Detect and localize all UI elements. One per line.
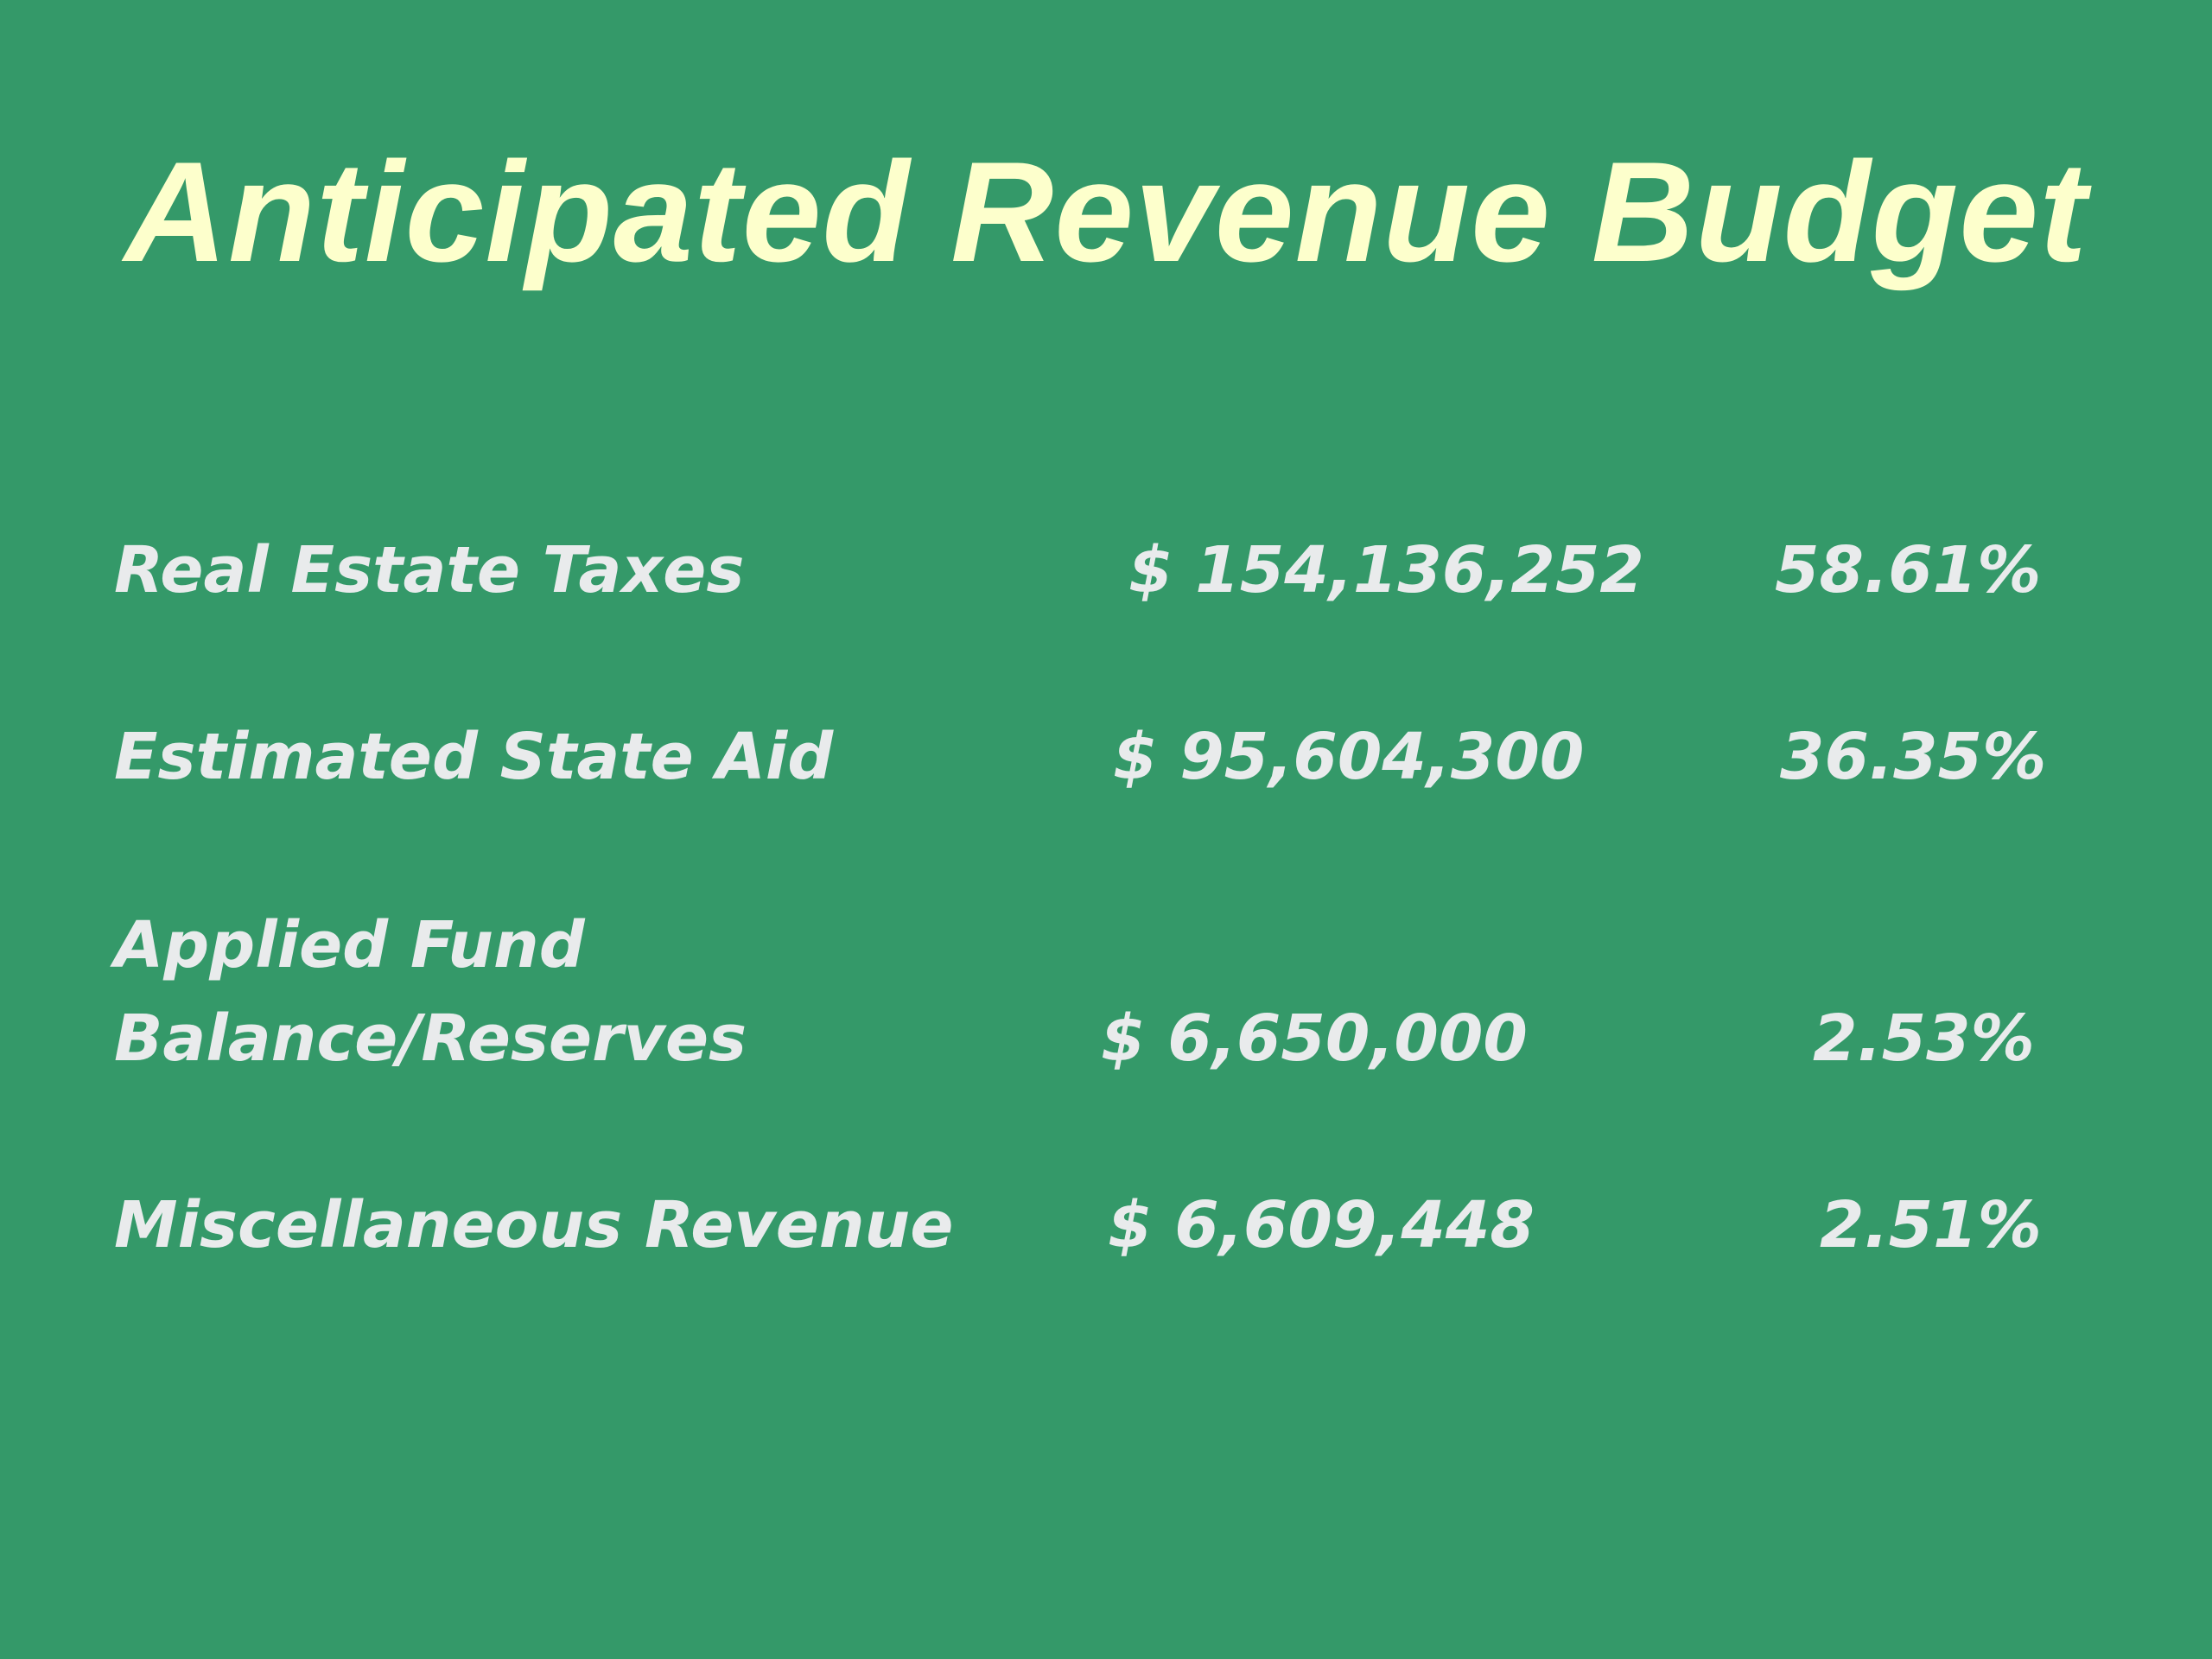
revenue-amount-estimated-state-aid: $ 95,604,300 xyxy=(1113,720,1585,794)
revenue-percent-real-estate-taxes: 58.61% xyxy=(1775,533,2042,607)
revenue-amount-applied-fund-balance: $ 6,650,000 xyxy=(1101,1001,1528,1076)
revenue-label-applied-fund-line-1: Applied Fund xyxy=(114,908,585,982)
revenue-amount-real-estate-taxes: $ 154,136,252 xyxy=(1128,533,1644,607)
revenue-label-real-estate-taxes: Real Estate Taxes xyxy=(114,533,745,607)
slide-title: Anticipated Revenue Budget xyxy=(124,132,2088,291)
revenue-label-miscellaneous-revenue: Miscellaneous Revenue xyxy=(114,1188,954,1262)
revenue-amount-miscellaneous-revenue: $ 6,609,448 xyxy=(1108,1188,1535,1262)
revenue-percent-applied-fund-balance: 2.53% xyxy=(1813,1001,2035,1076)
revenue-percent-estimated-state-aid: 36.35% xyxy=(1780,720,2047,794)
revenue-percent-miscellaneous-revenue: 2.51% xyxy=(1820,1188,2042,1262)
revenue-label-estimated-state-aid: Estimated State Aid xyxy=(114,720,834,794)
revenue-label-applied-fund-line-2: Balance/Reserves xyxy=(114,1001,747,1076)
